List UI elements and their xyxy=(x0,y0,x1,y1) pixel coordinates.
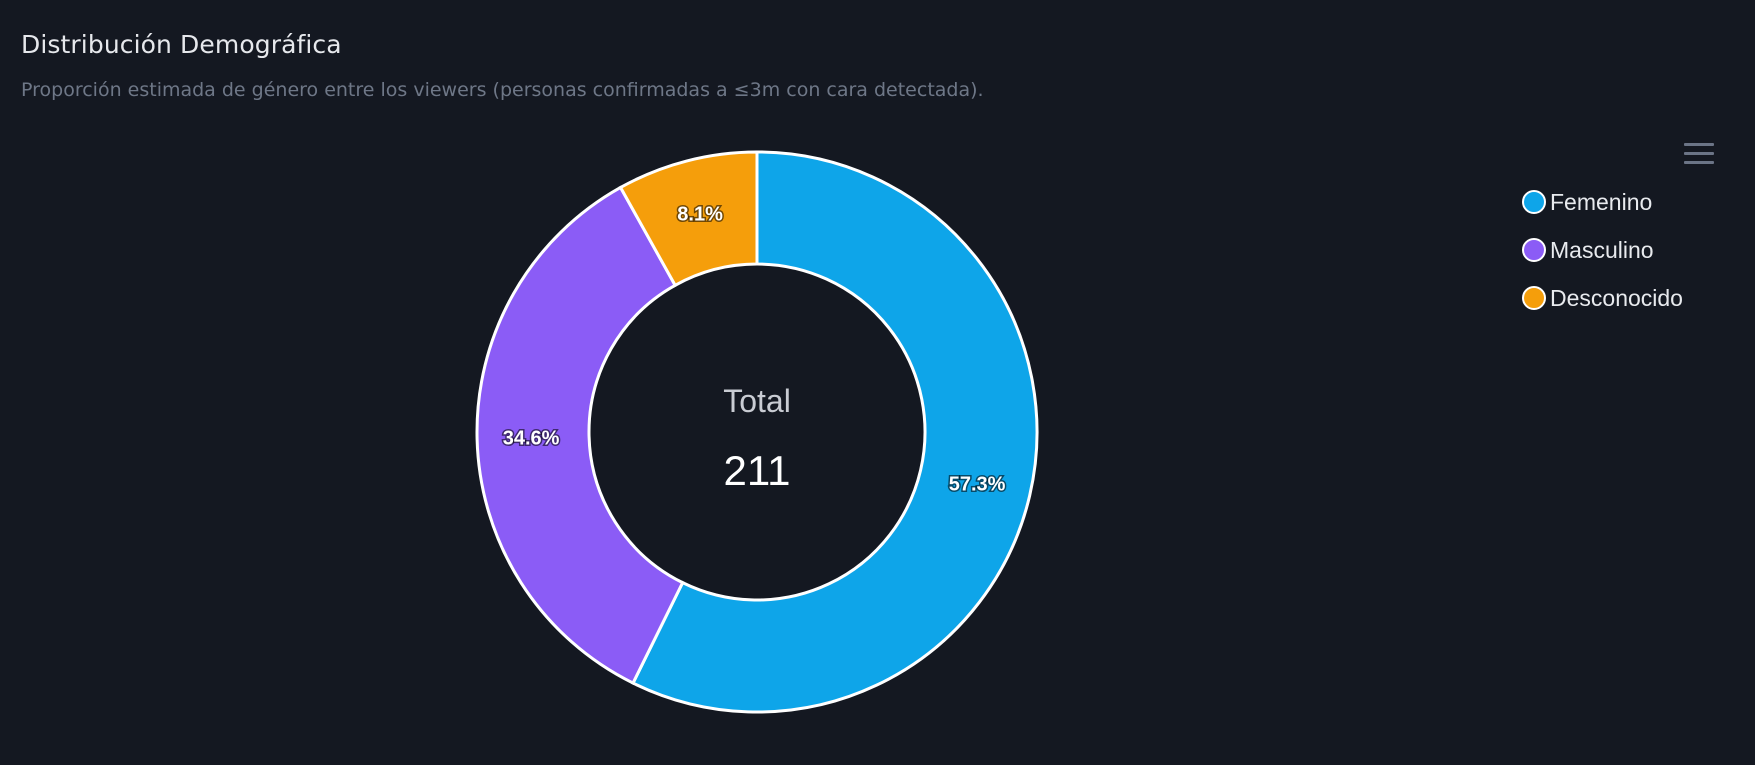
slice-value-label: 34.6% xyxy=(503,428,560,450)
chart-legend: Femenino Masculino Desconocido xyxy=(1522,188,1683,332)
donut-slice-masculino[interactable] xyxy=(475,185,685,686)
center-total-label: Total xyxy=(723,383,791,419)
legend-item-masculino[interactable]: Masculino xyxy=(1522,236,1683,264)
legend-label: Femenino xyxy=(1550,188,1653,215)
legend-marker-icon xyxy=(1522,190,1546,214)
donut-slice-desconocido[interactable] xyxy=(618,150,759,288)
menu-bar-icon xyxy=(1684,152,1714,155)
donut-slices xyxy=(475,150,1039,714)
legend-label: Desconocido xyxy=(1550,284,1683,311)
donut-slice-labels: 57.3% 34.6% 8.1% xyxy=(501,202,1007,497)
legend-label: Masculino xyxy=(1550,236,1654,263)
donut-slice-femenino[interactable] xyxy=(631,150,1039,714)
chart-subtitle: Proporción estimada de género entre los … xyxy=(21,79,984,101)
hamburger-menu-icon[interactable] xyxy=(1683,143,1715,169)
center-total-value: 211 xyxy=(724,447,791,494)
legend-item-femenino[interactable]: Femenino xyxy=(1522,188,1683,216)
menu-bar-icon xyxy=(1684,143,1714,146)
slice-value-label: 57.3% xyxy=(949,473,1006,495)
chart-title: Distribución Demográfica xyxy=(21,30,342,59)
slice-value-label: 8.1% xyxy=(677,203,723,225)
menu-bar-icon xyxy=(1684,161,1714,164)
legend-marker-icon xyxy=(1522,286,1546,310)
legend-marker-icon xyxy=(1522,238,1546,262)
legend-item-desconocido[interactable]: Desconocido xyxy=(1522,284,1683,312)
